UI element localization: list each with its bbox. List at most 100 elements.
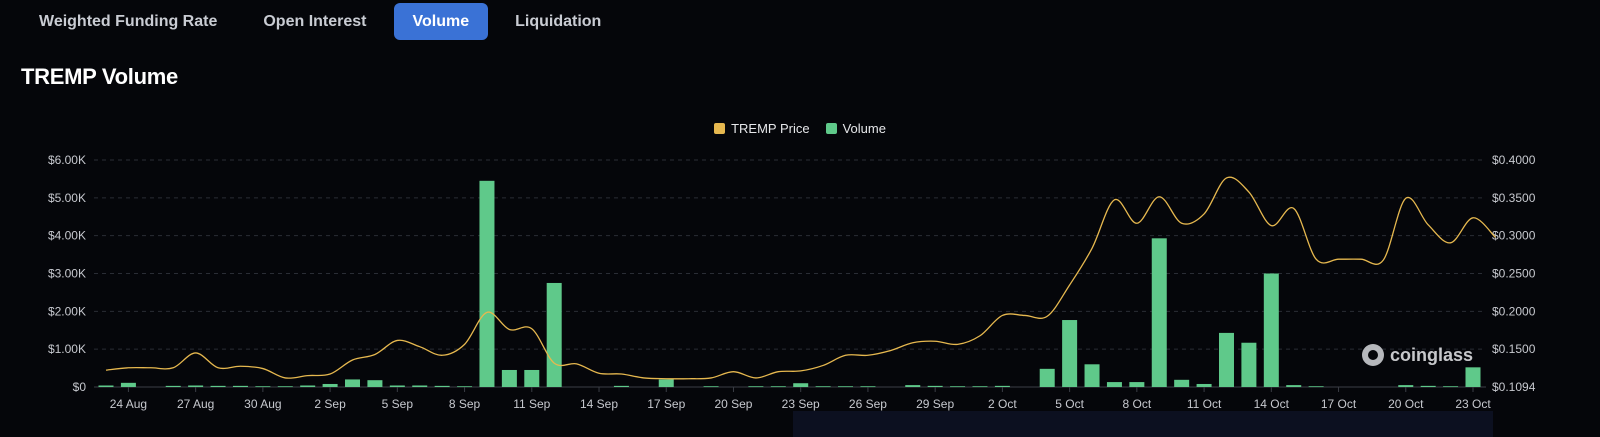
volume-bar bbox=[838, 386, 854, 388]
volume-bar bbox=[255, 386, 271, 388]
y-left-tick-label: $4.00K bbox=[48, 229, 86, 243]
volume-bar bbox=[457, 386, 473, 388]
y-right-tick-label: $0.3000 bbox=[1492, 229, 1536, 243]
chart-legend: TREMP Price Volume bbox=[0, 121, 1600, 136]
x-tick-label: 30 Aug bbox=[244, 397, 281, 411]
x-tick-label: 2 Oct bbox=[988, 397, 1017, 411]
volume-bar bbox=[748, 386, 764, 388]
x-tick-label: 5 Sep bbox=[382, 397, 414, 411]
scroll-strip bbox=[793, 411, 1493, 437]
volume-bar bbox=[1174, 379, 1190, 387]
volume-bar bbox=[1398, 385, 1414, 387]
legend-label-price: TREMP Price bbox=[731, 121, 810, 136]
coinglass-watermark: coinglass bbox=[1362, 344, 1473, 366]
price-line bbox=[105, 176, 1496, 380]
volume-bar bbox=[1443, 386, 1459, 388]
legend-swatch-volume bbox=[825, 123, 837, 134]
volume-bar bbox=[927, 385, 943, 387]
volume-bar bbox=[1263, 273, 1279, 387]
volume-bar bbox=[905, 385, 921, 387]
volume-bar bbox=[1084, 364, 1100, 387]
y-left-tick-label: $6.00K bbox=[48, 153, 86, 167]
volume-bar bbox=[1062, 320, 1078, 387]
volume-bar bbox=[277, 386, 293, 388]
x-tick-label: 17 Sep bbox=[647, 397, 685, 411]
y-right-tick-label: $0.2500 bbox=[1492, 267, 1536, 281]
tab-liquidation[interactable]: Liquidation bbox=[515, 13, 602, 30]
x-tick-label: 17 Oct bbox=[1321, 397, 1357, 411]
legend-item-volume[interactable]: Volume bbox=[825, 121, 886, 136]
x-tick-label: 14 Oct bbox=[1254, 397, 1290, 411]
volume-bar bbox=[1151, 238, 1167, 387]
volume-bar bbox=[210, 385, 226, 387]
x-tick-label: 23 Oct bbox=[1455, 397, 1491, 411]
legend-swatch-price bbox=[714, 123, 726, 134]
volume-bar bbox=[322, 383, 338, 387]
volume-bar bbox=[434, 385, 450, 387]
x-tick-label: 11 Oct bbox=[1187, 397, 1222, 411]
x-tick-label: 23 Sep bbox=[782, 397, 820, 411]
volume-bar bbox=[232, 385, 248, 387]
legend-label-volume: Volume bbox=[842, 121, 886, 136]
y-left-tick-label: $5.00K bbox=[48, 191, 86, 205]
y-right-tick-label: $0.2000 bbox=[1492, 304, 1536, 318]
volume-bar bbox=[950, 386, 966, 388]
volume-bar bbox=[1241, 342, 1257, 387]
volume-bar bbox=[345, 379, 361, 387]
x-tick-label: 2 Sep bbox=[314, 397, 346, 411]
volume-bar bbox=[300, 385, 316, 387]
y-right-tick-label: $0.4000 bbox=[1492, 153, 1536, 167]
volume-bar bbox=[1420, 385, 1436, 387]
x-tick-label: 8 Oct bbox=[1123, 397, 1152, 411]
volume-bar bbox=[120, 382, 136, 387]
volume-bar bbox=[703, 386, 719, 388]
x-tick-label: 5 Oct bbox=[1055, 397, 1084, 411]
volume-bar bbox=[479, 180, 495, 387]
volume-bar bbox=[389, 385, 405, 387]
chart-tabs: Weighted Funding Rate Open Interest Volu… bbox=[20, 3, 620, 40]
watermark-text: coinglass bbox=[1390, 344, 1474, 365]
legend-item-price[interactable]: TREMP Price bbox=[714, 121, 810, 136]
volume-bar bbox=[98, 385, 114, 387]
volume-bar bbox=[412, 385, 428, 387]
volume-bar bbox=[1129, 382, 1145, 387]
volume-bar bbox=[367, 380, 383, 387]
y-left-tick-label: $2.00K bbox=[48, 304, 86, 318]
tab-volume[interactable]: Volume bbox=[393, 3, 489, 40]
y-right-tick-label: $0.3500 bbox=[1492, 191, 1536, 205]
volume-bar bbox=[1106, 382, 1122, 387]
coinglass-logo-icon bbox=[1362, 344, 1384, 366]
volume-bar bbox=[1039, 368, 1055, 387]
volume-bar bbox=[1196, 383, 1212, 387]
y-left-tick-label: $1.00K bbox=[48, 342, 86, 356]
tab-open-interest[interactable]: Open Interest bbox=[263, 13, 367, 30]
volume-bar bbox=[658, 379, 674, 387]
volume-bar bbox=[613, 385, 629, 387]
volume-bar bbox=[501, 369, 517, 387]
volume-bar bbox=[860, 386, 876, 388]
volume-bar bbox=[1308, 386, 1324, 388]
y-right-tick-label: $0.1500 bbox=[1492, 342, 1536, 356]
volume-bar bbox=[815, 386, 831, 388]
volume-bar bbox=[546, 282, 562, 387]
y-left-tick-label: $3.00K bbox=[48, 267, 86, 281]
volume-bar bbox=[188, 385, 204, 387]
x-tick-label: 20 Sep bbox=[714, 397, 752, 411]
volume-bar bbox=[165, 385, 181, 387]
volume-bar bbox=[1218, 332, 1234, 387]
volume-bar bbox=[770, 386, 786, 388]
x-tick-label: 14 Sep bbox=[580, 397, 618, 411]
volume-bar bbox=[994, 385, 1010, 387]
x-tick-label: 20 Oct bbox=[1388, 397, 1424, 411]
volume-bar bbox=[972, 386, 988, 388]
volume-bar bbox=[1465, 367, 1481, 387]
x-tick-label: 8 Sep bbox=[449, 397, 481, 411]
y-left-tick-label: $0 bbox=[73, 380, 87, 394]
x-tick-label: 11 Sep bbox=[513, 397, 550, 411]
y-right-tick-label: $0.1094 bbox=[1492, 380, 1536, 394]
chart-title: TREMP Volume bbox=[21, 64, 178, 89]
volume-bar bbox=[793, 383, 809, 387]
x-tick-label: 27 Aug bbox=[177, 397, 214, 411]
tab-weighted-funding-rate[interactable]: Weighted Funding Rate bbox=[39, 13, 218, 30]
